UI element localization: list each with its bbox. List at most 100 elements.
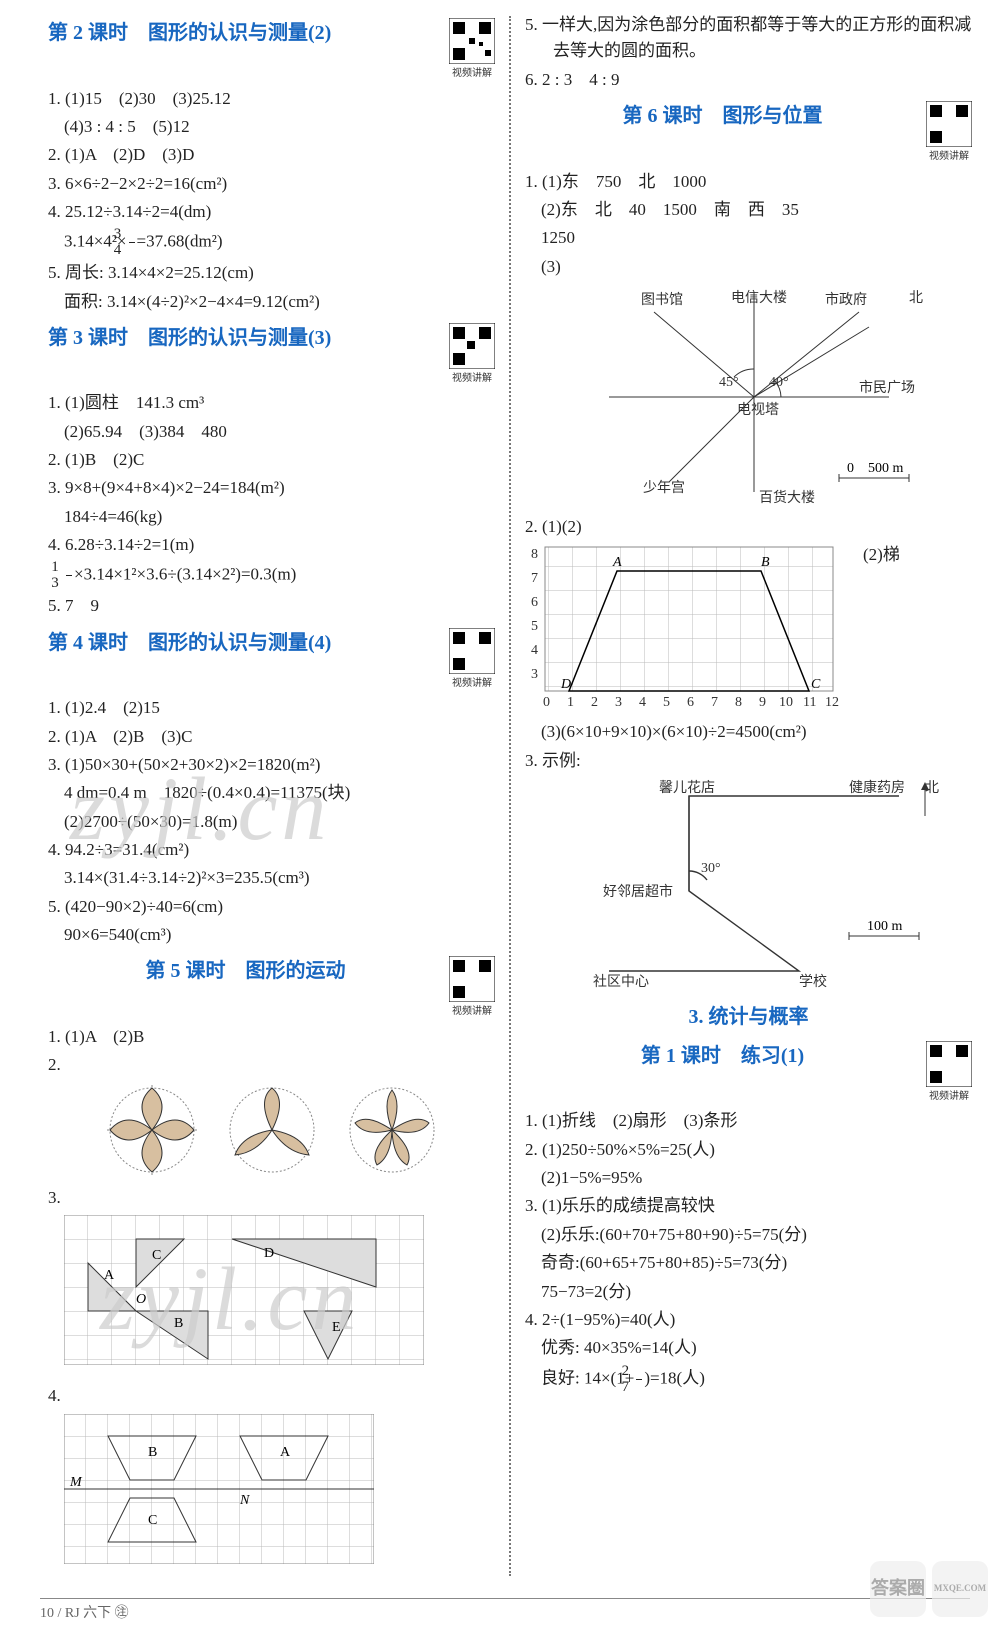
svg-text:少年宫: 少年宫 (643, 480, 685, 496)
svg-text:学校: 学校 (799, 973, 827, 990)
line: 13×3.14×1²×3.6÷(3.14×2²)=0.3(m) (48, 560, 495, 591)
line: 3. (1)乐乐的成绩提高较快 (525, 1193, 972, 1219)
side-label: (2)梯 (863, 542, 900, 568)
sec2-header: 第 2 课时 图形的认识与测量(2) 视频讲解 (48, 18, 495, 82)
line: 3. (1)50×30+(50×2+30×2)×2=1820(m²) (48, 752, 495, 778)
svg-text:A: A (104, 1268, 115, 1283)
svg-text:健康药房: 健康药房 (849, 779, 905, 796)
qr-icon: 视频讲解 (449, 628, 495, 692)
sec3-title: 第 3 课时 图形的认识与测量(3) (48, 323, 331, 354)
line: 184÷4=46(kg) (48, 504, 495, 530)
trapezoid-grid: 876543 0123456789101112 A B C D (2)梯 (525, 542, 972, 717)
svg-text:A: A (280, 1445, 291, 1460)
svg-text:2: 2 (591, 695, 598, 710)
line: 3. 9×8+(9×4+8×4)×2−24=184(m²) (48, 475, 495, 501)
stamp: 答案圈 (870, 1561, 926, 1617)
svg-text:N: N (239, 1493, 250, 1508)
line: 1. (1)东 750 北 1000 (525, 169, 972, 195)
qr-label: 视频讲解 (929, 149, 969, 165)
svg-text:百货大楼: 百货大楼 (759, 489, 815, 506)
corner-stamps: 答案圈 MXQE.COM (870, 1561, 988, 1617)
svg-text:9: 9 (759, 695, 766, 710)
flower-icon (347, 1085, 437, 1175)
line: 4 dm=0.4 m 1820÷(0.4×0.4)=11375(块) (48, 780, 495, 806)
line: 1. (1)折线 (2)扇形 (3)条形 (525, 1108, 972, 1134)
svg-text:40°: 40° (769, 375, 789, 390)
line: (3) (525, 254, 972, 280)
svg-text:北: 北 (909, 290, 923, 306)
line: 75−73=2(分) (525, 1279, 972, 1305)
qr-icon: 视频讲解 (926, 101, 972, 165)
sec3-header: 第 3 课时 图形的认识与测量(3) 视频讲解 (48, 323, 495, 387)
qr-label: 视频讲解 (452, 1004, 492, 1020)
line: (2)东 北 40 1500 南 西 35 (525, 197, 972, 223)
svg-text:A: A (612, 555, 622, 570)
svg-text:E: E (332, 1320, 341, 1335)
stats-heading: 3. 统计与概率 (525, 1002, 972, 1033)
line: 1. (1)A (2)B (48, 1024, 495, 1050)
line: 面积: 3.14×(4÷2)²×2−4×4=9.12(cm²) (48, 289, 495, 315)
petal-figures (48, 1085, 495, 1175)
sec6-title: 第 6 课时 图形与位置 (525, 101, 920, 132)
line: 4. (48, 1383, 495, 1409)
line: 4. 6.28÷3.14÷2=1(m) (48, 532, 495, 558)
line: 3.14×(31.4÷3.14÷2)²×3=235.5(cm³) (48, 865, 495, 891)
line: 2. (1)250÷50%×5%=25(人) (525, 1137, 972, 1163)
svg-text:5: 5 (531, 619, 538, 634)
sec5-header: 第 5 课时 图形的运动 视频讲解 (48, 956, 495, 1020)
svg-text:图书馆: 图书馆 (641, 292, 683, 308)
line: 3.14×4²×34=37.68(dm²) (48, 227, 495, 258)
line: 2. (1)A (2)B (3)C (48, 724, 495, 750)
qr-label: 视频讲解 (929, 1089, 969, 1105)
sec5-title: 第 5 课时 图形的运动 (48, 956, 443, 987)
svg-text:B: B (761, 555, 770, 570)
grid-figure-4: B A C M N (64, 1414, 374, 1572)
svg-text:D: D (264, 1246, 274, 1261)
line: 1. (1)15 (2)30 (3)25.12 (48, 86, 495, 112)
page-footer: 10 / RJ 六下 ㊟ (40, 1598, 970, 1625)
svg-text:馨儿花店: 馨儿花店 (659, 780, 715, 796)
svg-text:7: 7 (711, 695, 718, 710)
sec2-title: 第 2 课时 图形的认识与测量(2) (48, 18, 331, 49)
svg-text:4: 4 (531, 643, 538, 658)
qr-icon: 视频讲解 (449, 18, 495, 82)
svg-text:8: 8 (531, 547, 538, 562)
line: (2)乐乐:(60+70+75+80+90)÷5=75(分) (525, 1222, 972, 1248)
qr-label: 视频讲解 (452, 371, 492, 387)
svg-text:8: 8 (735, 695, 742, 710)
line: 5. (420−90×2)÷40=6(cm) (48, 894, 495, 920)
flower-icon (227, 1085, 317, 1175)
svg-text:电视塔: 电视塔 (737, 402, 779, 418)
svg-text:市民广场: 市民广场 (859, 379, 915, 396)
line: 优秀: 40×35%=14(人) (525, 1335, 972, 1361)
svg-text:市政府: 市政府 (825, 291, 867, 308)
line: 2. (1)B (2)C (48, 447, 495, 473)
secS1-header: 第 1 课时 练习(1) 视频讲解 (525, 1041, 972, 1105)
line: 1250 (525, 225, 972, 251)
right-column: 5. 一样大,因为涂色部分的面积都等于等大的正方形的面积减去等大的圆的面积。 6… (517, 10, 980, 1582)
svg-text:30°: 30° (701, 861, 721, 876)
left-column: 第 2 课时 图形的认识与测量(2) 视频讲解 1. (1)15 (2)30 (… (40, 10, 503, 1582)
line: 2. (1)(2) (525, 514, 972, 540)
svg-text:6: 6 (687, 695, 694, 710)
compass-diagram: 图书馆 电信大楼 市政府 北 市民广场 少年宫 百货大楼 电视塔 45° 40°… (525, 282, 972, 512)
line: (3)(6×10+9×10)×(6×10)÷2=4500(cm²) (525, 719, 972, 745)
svg-text:O: O (136, 1292, 146, 1307)
qr-icon: 视频讲解 (449, 323, 495, 387)
route-map: 馨儿花店 健康药房 北 好邻居超市 社区中心 学校 30° 100 m (525, 776, 972, 996)
line: 4. 94.2÷3=31.4(cm²) (48, 837, 495, 863)
line: (2)2700÷(50×30)=1.8(m) (48, 809, 495, 835)
line: 5. 7 9 (48, 593, 495, 619)
line: 2. (1)A (2)D (3)D (48, 142, 495, 168)
svg-text:D: D (560, 677, 571, 692)
svg-text:B: B (174, 1316, 183, 1331)
secS1-title: 第 1 课时 练习(1) (525, 1041, 920, 1072)
svg-text:11: 11 (803, 695, 816, 710)
sec4-title: 第 4 课时 图形的认识与测量(4) (48, 628, 331, 659)
svg-text:45°: 45° (719, 375, 739, 390)
line: 奇奇:(60+65+75+80+85)÷5=73(分) (525, 1250, 972, 1276)
sec4-header: 第 4 课时 图形的认识与测量(4) 视频讲解 (48, 628, 495, 692)
line: 3. 6×6÷2−2×2÷2=16(cm²) (48, 171, 495, 197)
qr-label: 视频讲解 (452, 66, 492, 82)
line: 3. 示例: (525, 748, 972, 774)
